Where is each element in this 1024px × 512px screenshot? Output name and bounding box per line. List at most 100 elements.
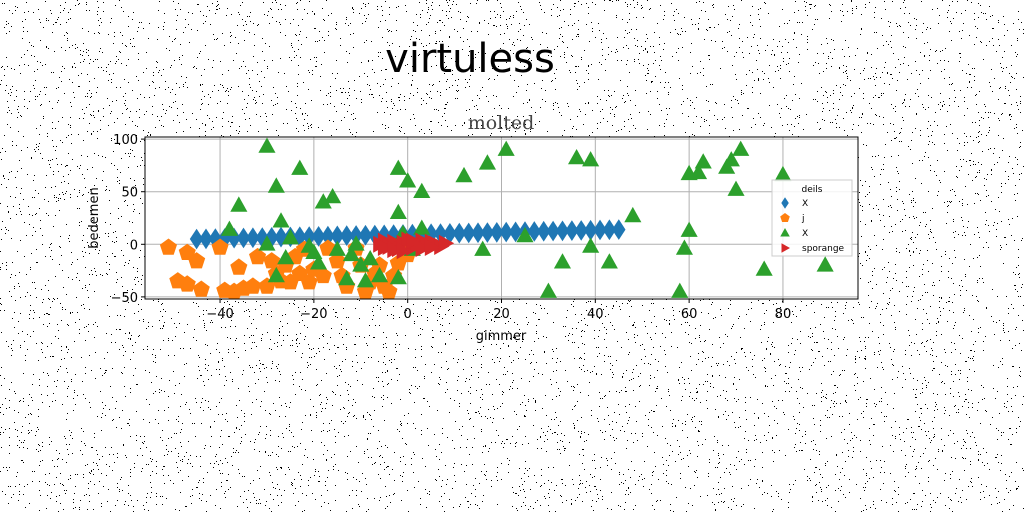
data-point [264, 227, 279, 248]
data-point [321, 225, 335, 247]
axis-ticks: −40 −20 0 20 40 60 80 −50 0 50 100 [111, 133, 792, 322]
data-point [602, 219, 617, 241]
data-point [244, 277, 262, 294]
data-point [302, 226, 316, 247]
data-point [340, 225, 354, 246]
data-point [267, 266, 285, 283]
data-point [499, 221, 513, 243]
data-point [774, 165, 792, 182]
data-point [582, 151, 600, 167]
data-point [612, 219, 626, 240]
data-point [443, 223, 457, 244]
y-tick-label: −50 [111, 291, 138, 306]
data-point [188, 252, 206, 269]
series-0 [189, 219, 626, 250]
data-point [274, 226, 288, 248]
data-point [199, 228, 213, 250]
data-points [159, 137, 834, 299]
data-point [311, 226, 326, 247]
data-point [371, 266, 389, 283]
data-point [478, 154, 496, 170]
data-point [267, 177, 285, 193]
data-point [413, 182, 431, 198]
data-point [389, 269, 407, 285]
legend-label: sporange [802, 244, 845, 254]
data-point [690, 163, 708, 180]
data-point [413, 219, 431, 235]
data-point [189, 228, 204, 250]
data-point [368, 224, 382, 246]
x-tick-label: 80 [775, 307, 792, 322]
x-tick-label: 60 [681, 307, 698, 322]
legend-title: deils [802, 185, 823, 195]
data-point [324, 188, 342, 204]
data-point [624, 206, 642, 223]
data-point [314, 266, 332, 284]
y-tick-label: 100 [113, 133, 138, 148]
data-point [680, 221, 698, 237]
legend-label: j [801, 214, 805, 224]
data-point [258, 137, 276, 153]
data-point [455, 166, 473, 183]
data-point [211, 238, 229, 255]
page-title: virtuless [385, 36, 555, 82]
data-point [314, 193, 332, 209]
data-point [527, 221, 542, 242]
data-point [722, 151, 740, 167]
data-point [399, 172, 417, 188]
data-point [600, 253, 618, 269]
data-point [377, 238, 394, 256]
x-tick-label: −40 [206, 307, 233, 322]
data-point [300, 273, 318, 290]
x-tick-label: 0 [404, 307, 412, 322]
data-point [230, 258, 248, 275]
data-point [574, 220, 588, 241]
data-point [480, 222, 495, 243]
data-point [433, 223, 448, 244]
x-tick-label: 40 [587, 307, 604, 322]
data-point [471, 222, 485, 244]
data-point [424, 238, 441, 256]
data-point [328, 252, 346, 269]
data-point [328, 240, 346, 256]
y-tick-label: 50 [121, 186, 138, 201]
data-point [497, 140, 515, 156]
data-point [277, 249, 295, 265]
data-point [159, 238, 177, 255]
legend-label: X [802, 199, 808, 209]
data-point [593, 219, 607, 241]
data-point [258, 235, 276, 251]
data-point [352, 256, 370, 272]
series-2 [220, 137, 834, 298]
y-tick-label: 0 [130, 238, 138, 253]
data-point [178, 275, 196, 292]
data-point [568, 149, 586, 165]
data-point [338, 270, 356, 286]
data-point [537, 220, 551, 242]
data-point [246, 227, 260, 249]
data-point [694, 153, 712, 169]
data-point [406, 232, 422, 250]
x-tick-label: 20 [493, 307, 510, 322]
data-point [220, 220, 238, 236]
data-point [361, 250, 379, 266]
data-point [582, 237, 600, 253]
data-point [310, 254, 328, 270]
data-point [490, 222, 504, 243]
data-point [539, 282, 557, 298]
data-point [555, 220, 570, 242]
data-point [305, 243, 323, 259]
data-point [474, 240, 492, 256]
legend-marker [781, 197, 789, 209]
series-3 [373, 231, 455, 260]
data-point [415, 240, 431, 258]
data-point [389, 203, 407, 219]
data-point [356, 272, 374, 288]
data-point [263, 252, 281, 269]
legend-marker [781, 243, 790, 253]
chart-title: molted [468, 112, 535, 134]
data-point [452, 222, 466, 244]
